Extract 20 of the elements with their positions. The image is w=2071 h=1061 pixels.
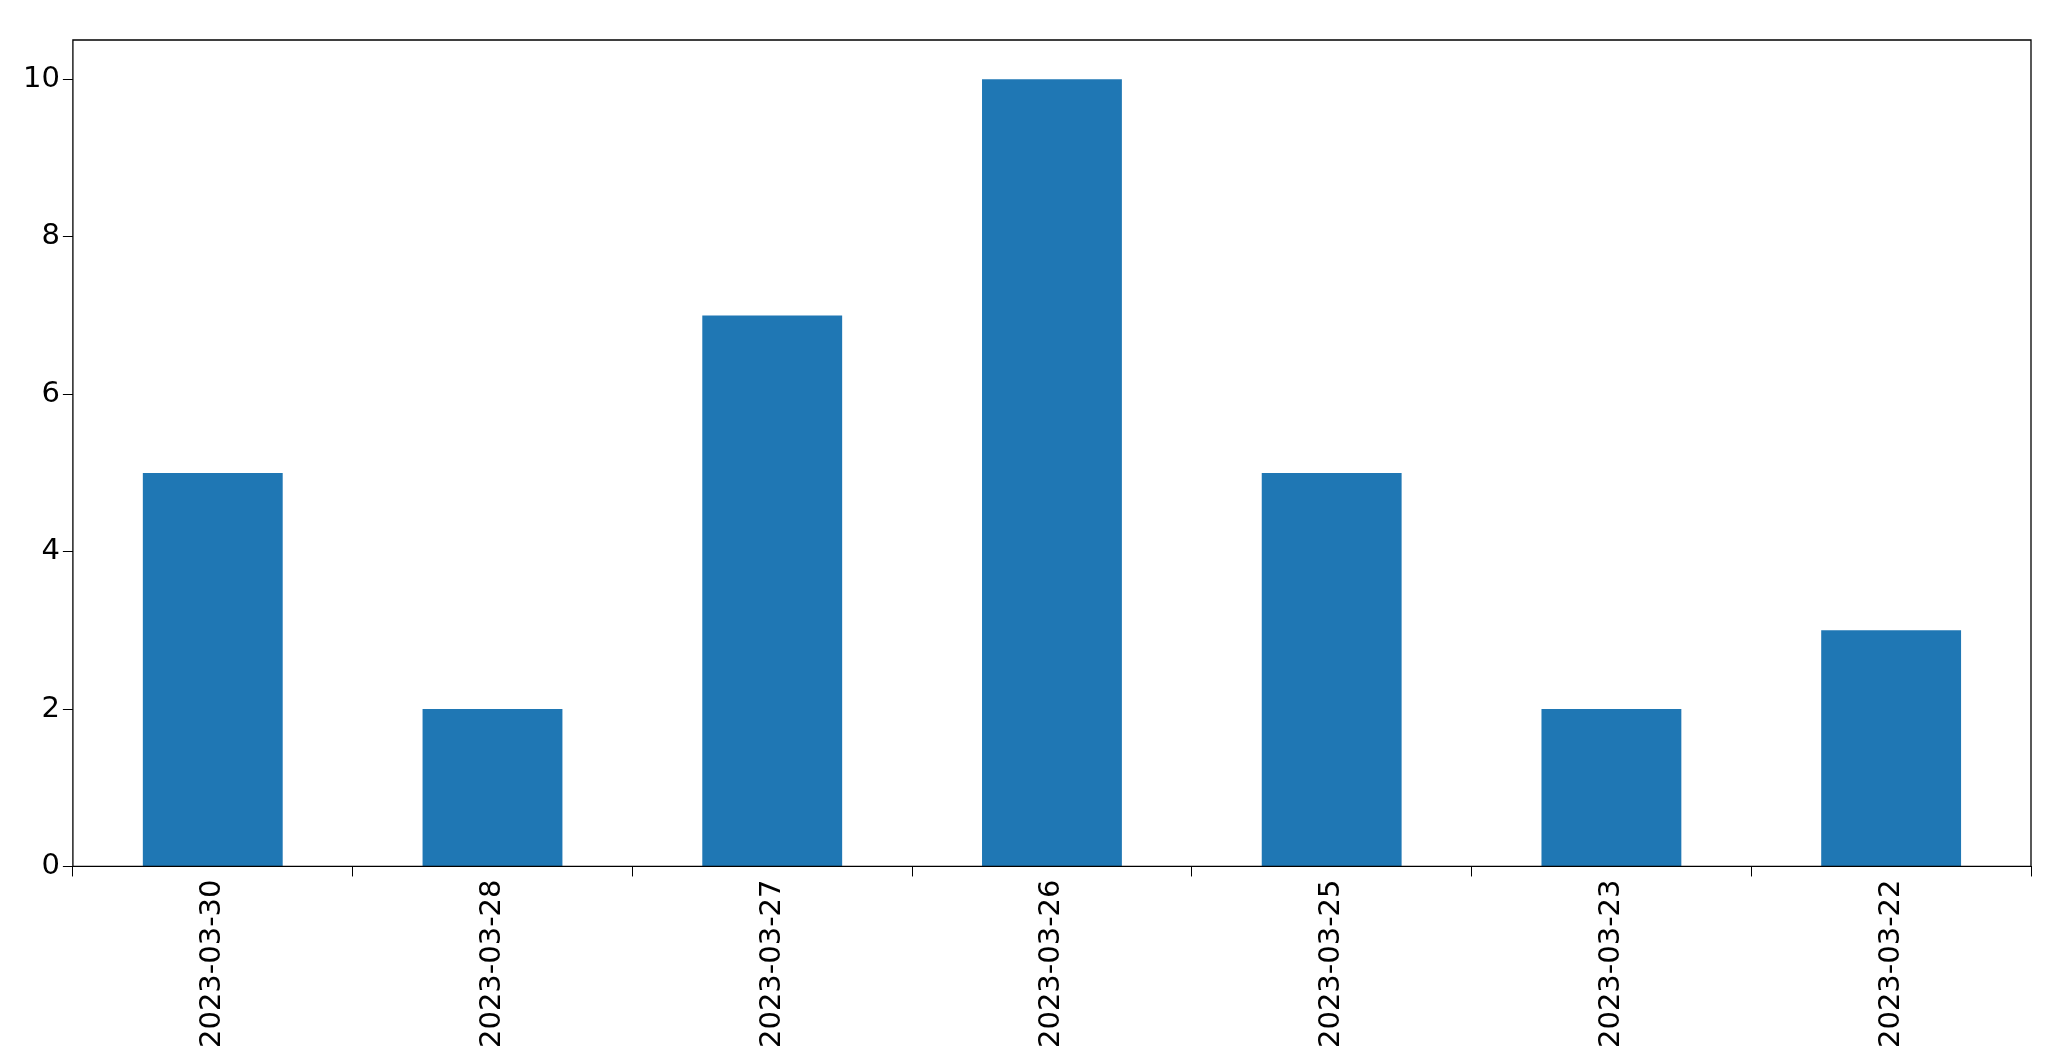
y-tick-label: 10	[23, 59, 60, 94]
x-tick-label: 2023-03-27	[752, 879, 787, 1049]
bar	[1541, 709, 1682, 866]
x-tick-label: 2023-03-26	[1032, 879, 1067, 1049]
x-tick-label: 2023-03-25	[1312, 879, 1347, 1049]
x-tick-label: 2023-03-28	[473, 879, 508, 1049]
y-tick-label: 6	[41, 374, 60, 409]
y-tick-label: 0	[41, 847, 60, 881]
y-tick-label: 2	[41, 689, 60, 724]
x-tick-label: 2023-03-30	[193, 879, 228, 1049]
x-tick-label: 2023-03-23	[1591, 879, 1626, 1049]
bar	[1821, 630, 1962, 866]
bar	[142, 472, 283, 866]
bar	[982, 79, 1122, 866]
bar	[702, 315, 843, 866]
x-tick-label: 2023-03-22	[1871, 879, 1906, 1049]
bar	[1261, 472, 1402, 866]
bar	[422, 709, 563, 866]
y-tick-label: 8	[41, 217, 60, 252]
y-tick-label: 4	[41, 532, 60, 567]
